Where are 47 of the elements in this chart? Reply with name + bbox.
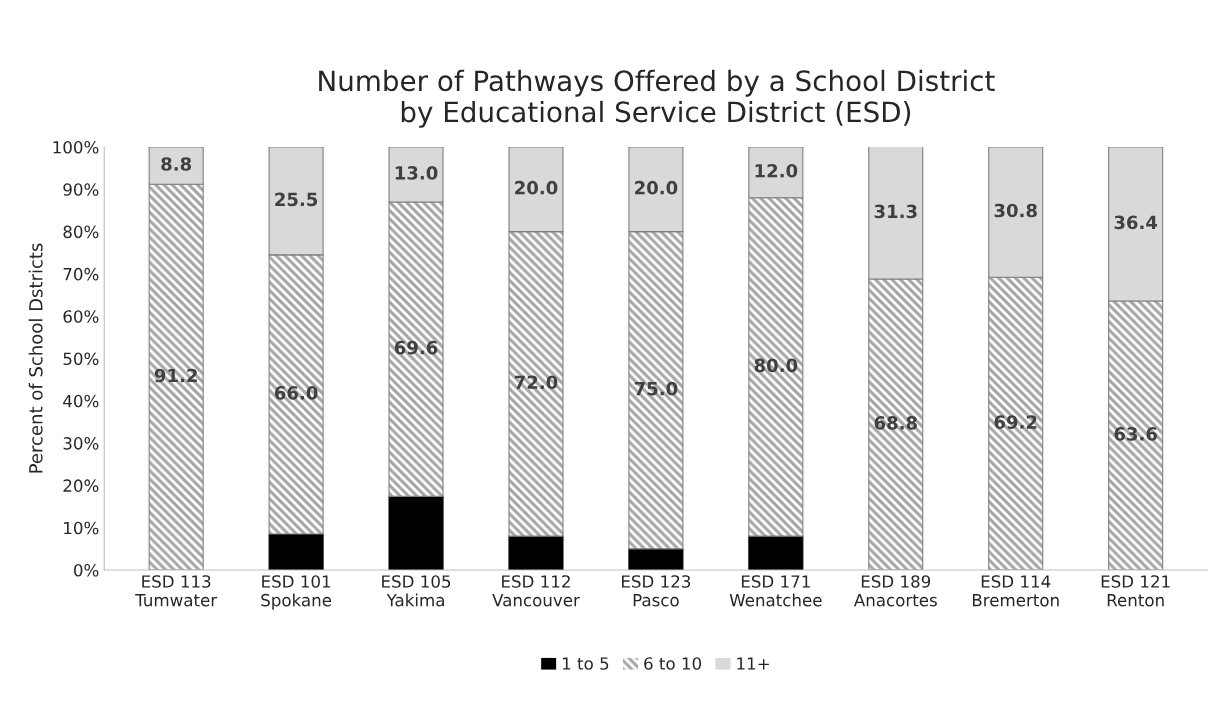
y-tick-label: 30% <box>63 437 99 450</box>
data-label: 68.8 <box>874 416 917 430</box>
data-label: 20.0 <box>635 180 678 195</box>
data-label: 25.5 <box>275 192 318 207</box>
data-label: 66.0 <box>274 386 318 400</box>
bar <box>508 535 564 571</box>
bar <box>748 535 804 571</box>
legend-label: 1 to 5 <box>562 657 609 670</box>
y-tick-label: 90% <box>63 183 99 196</box>
x-tick-label: ESD 113 Tumwater <box>135 575 218 607</box>
bar <box>388 495 444 571</box>
y-tick-label: 80% <box>63 225 99 239</box>
data-label: 20.0 <box>515 180 558 195</box>
y-axis-title: Percent of School Dstricts <box>28 243 43 473</box>
x-tick-label: ESD 112 Vancouver <box>492 575 580 607</box>
y-tick-label: 70% <box>63 267 99 281</box>
x-tick-label: ESD 171 Wenatchee <box>729 575 822 607</box>
legend-label: 11+ <box>737 657 769 670</box>
x-tick-label: ESD 101 Spokane <box>261 575 332 610</box>
y-tick-label: 100% <box>53 140 99 154</box>
data-label: 13.0 <box>395 166 438 180</box>
y-tick-label: 40% <box>63 394 99 408</box>
x-tick-label: ESD 105 Yakima <box>382 575 451 607</box>
x-tick-label: ESD 114 Bremerton <box>972 575 1059 607</box>
x-tick-label: ESD 121 Renton <box>1101 575 1170 607</box>
data-label: 12.0 <box>755 163 798 178</box>
data-label: 75.0 <box>634 381 678 396</box>
chart-title: Number of Pathways Offered by a School District by Educational Service District (ESD) <box>319 69 995 128</box>
y-tick-label: 0% <box>74 563 99 577</box>
data-label: 30.8 <box>994 203 1037 218</box>
data-label: 80.0 <box>754 358 798 373</box>
data-label: 63.6 <box>1114 427 1157 441</box>
x-tick-label: ESD 189 Anacortes <box>853 575 937 607</box>
y-tick-label: 50% <box>63 352 99 366</box>
x-tick-label: ESD 123 Pasco <box>622 575 691 607</box>
data-label: 69.2 <box>994 415 1037 429</box>
legend-label: 6 to 10 <box>644 657 702 670</box>
bar <box>268 533 324 571</box>
data-label: 91.2 <box>154 368 197 383</box>
data-label: 31.3 <box>874 204 917 219</box>
data-label: 8.8 <box>161 157 192 171</box>
y-tick-label: 20% <box>63 479 99 492</box>
y-tick-label: 60% <box>63 310 99 323</box>
data-label: 36.4 <box>1114 215 1158 230</box>
y-tick-label: 10% <box>64 521 99 535</box>
data-label: 72.0 <box>514 375 558 390</box>
data-label: 69.6 <box>394 340 438 355</box>
